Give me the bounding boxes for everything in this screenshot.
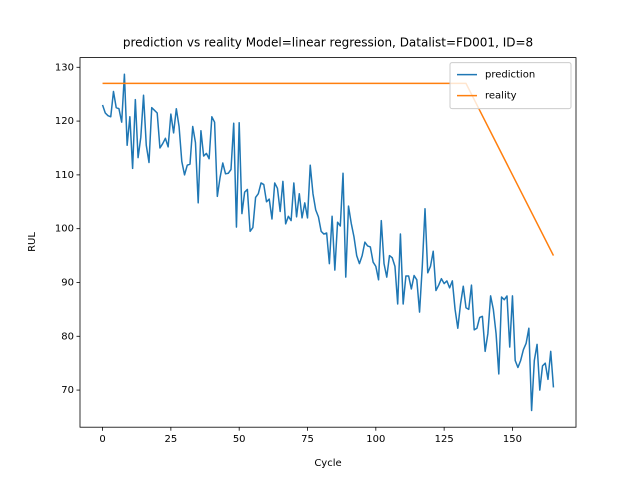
y-tick-label: 110 xyxy=(55,170,74,181)
y-tick-label: 120 xyxy=(55,116,74,127)
y-tick-label: 80 xyxy=(61,331,74,342)
chart-title: prediction vs reality Model=linear regre… xyxy=(123,36,533,50)
x-tick-label: 100 xyxy=(366,434,385,445)
x-tick-label: 125 xyxy=(435,434,454,445)
y-axis-label: RUL xyxy=(27,232,38,252)
y-tick-label: 70 xyxy=(61,385,74,396)
x-tick-label: 75 xyxy=(301,434,314,445)
x-axis-label: Cycle xyxy=(314,458,341,469)
y-tick-label: 130 xyxy=(55,62,74,73)
plot-frame xyxy=(79,57,577,428)
y-tick-label: 100 xyxy=(55,224,74,235)
line-series xyxy=(101,73,555,412)
legend-box xyxy=(449,62,572,110)
legend-label: reality xyxy=(485,91,517,102)
x-tick-label: 50 xyxy=(233,434,246,445)
legend-label: prediction xyxy=(485,70,535,81)
x-tick-label: 25 xyxy=(164,434,177,445)
x-tick-label: 150 xyxy=(503,434,522,445)
y-tick-label: 90 xyxy=(61,277,74,288)
x-tick-label: 0 xyxy=(99,434,105,445)
